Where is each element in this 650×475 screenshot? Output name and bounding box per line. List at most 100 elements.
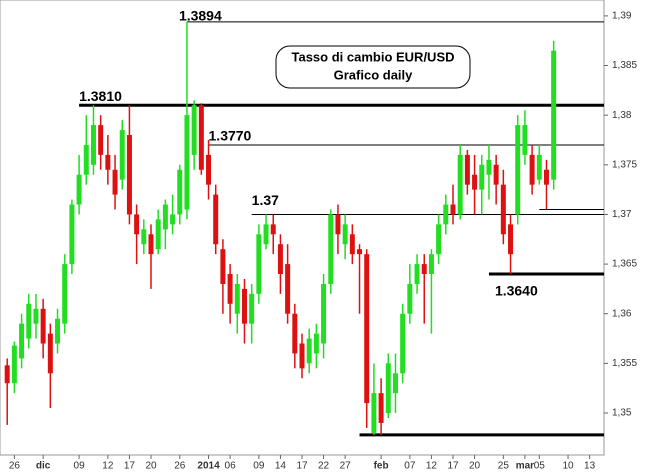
candle-body [33,308,39,324]
candle-body [349,234,355,255]
candle-body [47,333,53,374]
candle-body [191,105,197,155]
y-tick-label: 1,35 [612,408,632,419]
candle-body [62,264,68,324]
candle-body [313,333,319,354]
candle-body [227,274,233,304]
y-tick-label: 1,375 [612,159,637,170]
candle-body [234,283,240,314]
level-label: 1.37 [252,192,279,208]
candle-body [479,164,485,190]
x-tick-label: 2014 [197,461,220,472]
candle-body [170,214,176,225]
x-tick-label: 12 [426,461,438,472]
x-tick-label: dic [36,461,51,472]
candle-body [299,343,305,369]
x-tick-label: feb [374,461,389,472]
candle-body [508,224,514,255]
x-tick-label: 17 [296,461,308,472]
candle-body [11,345,17,384]
x-tick-label: 26 [174,461,186,472]
candle-body [256,234,262,294]
candle-body [464,154,470,185]
candle-body [177,169,183,215]
y-tick-label: 1,385 [612,60,637,71]
candle-body [357,249,363,255]
chart-title: Tasso di cambio EUR/USD [291,49,454,64]
candle-body [529,154,535,185]
candle-body [155,219,161,250]
x-tick-label: mar [516,461,534,472]
x-tick-label: 09 [253,461,265,472]
candle-body [522,125,528,155]
candle-body [385,363,391,414]
candle-body [551,50,557,180]
candle-body [69,204,75,265]
candle-body [486,159,492,175]
candle-body [198,105,204,170]
level-label: 1.3810 [79,88,122,104]
candle-body [292,313,298,354]
candle-body [421,264,427,275]
candle-body [4,365,10,384]
title-box [275,45,471,89]
candle-body [184,115,190,210]
candle-body [306,338,312,364]
candle-body [436,224,442,255]
candle-body [400,313,406,374]
candle-body [472,174,478,190]
y-tick-label: 1,37 [612,209,632,220]
candle-body [83,144,89,175]
candle-body [450,204,456,215]
candle-body [112,169,118,195]
level-label: 1.3894 [179,8,222,24]
candle-body [141,229,147,245]
level-label: 1.3640 [495,283,538,299]
candle-body [162,204,168,230]
x-tick-label: 22 [318,461,330,472]
x-tick-label: 25 [498,461,510,472]
candle-body [126,135,132,215]
candle-body [328,214,334,284]
y-tick-label: 1,355 [612,358,637,369]
x-tick-label: 17 [124,461,136,472]
x-tick-label: 12 [102,461,114,472]
candle-body [414,264,420,284]
candle-body [515,125,521,215]
candle-body [19,323,25,359]
candle-body [342,224,348,245]
y-tick-label: 1,365 [612,259,637,270]
candle-body [407,283,413,314]
candle-body [457,154,463,215]
candle-body [378,393,384,423]
x-tick-label: 13 [584,461,596,472]
candle-body [263,224,269,245]
candle-body [500,184,506,235]
candle-body [249,293,255,324]
candle-body [76,174,82,205]
x-tick-label: 26 [9,461,21,472]
candle-body [98,125,104,155]
x-tick-label: 05 [534,461,546,472]
candle-body [213,194,219,245]
candle-body [364,254,370,404]
y-tick-label: 1,36 [612,308,632,319]
x-tick-label: 20 [145,461,157,472]
candle-body [536,154,542,180]
candle-body [321,283,327,344]
candle-body [55,318,61,344]
x-tick-label: 17 [447,461,459,472]
x-tick-label: 27 [340,461,352,472]
candle-body [428,254,434,275]
level-label: 1.3770 [209,128,252,144]
candle-body [543,169,549,185]
x-tick-label: 06 [225,461,237,472]
candle-body [270,224,276,235]
x-tick-label: 20 [469,461,481,472]
candle-body [90,125,96,165]
candle-body [26,303,32,339]
candle-body [285,264,291,314]
candle-body [493,164,499,185]
chart-subtitle: Grafico daily [334,67,414,82]
